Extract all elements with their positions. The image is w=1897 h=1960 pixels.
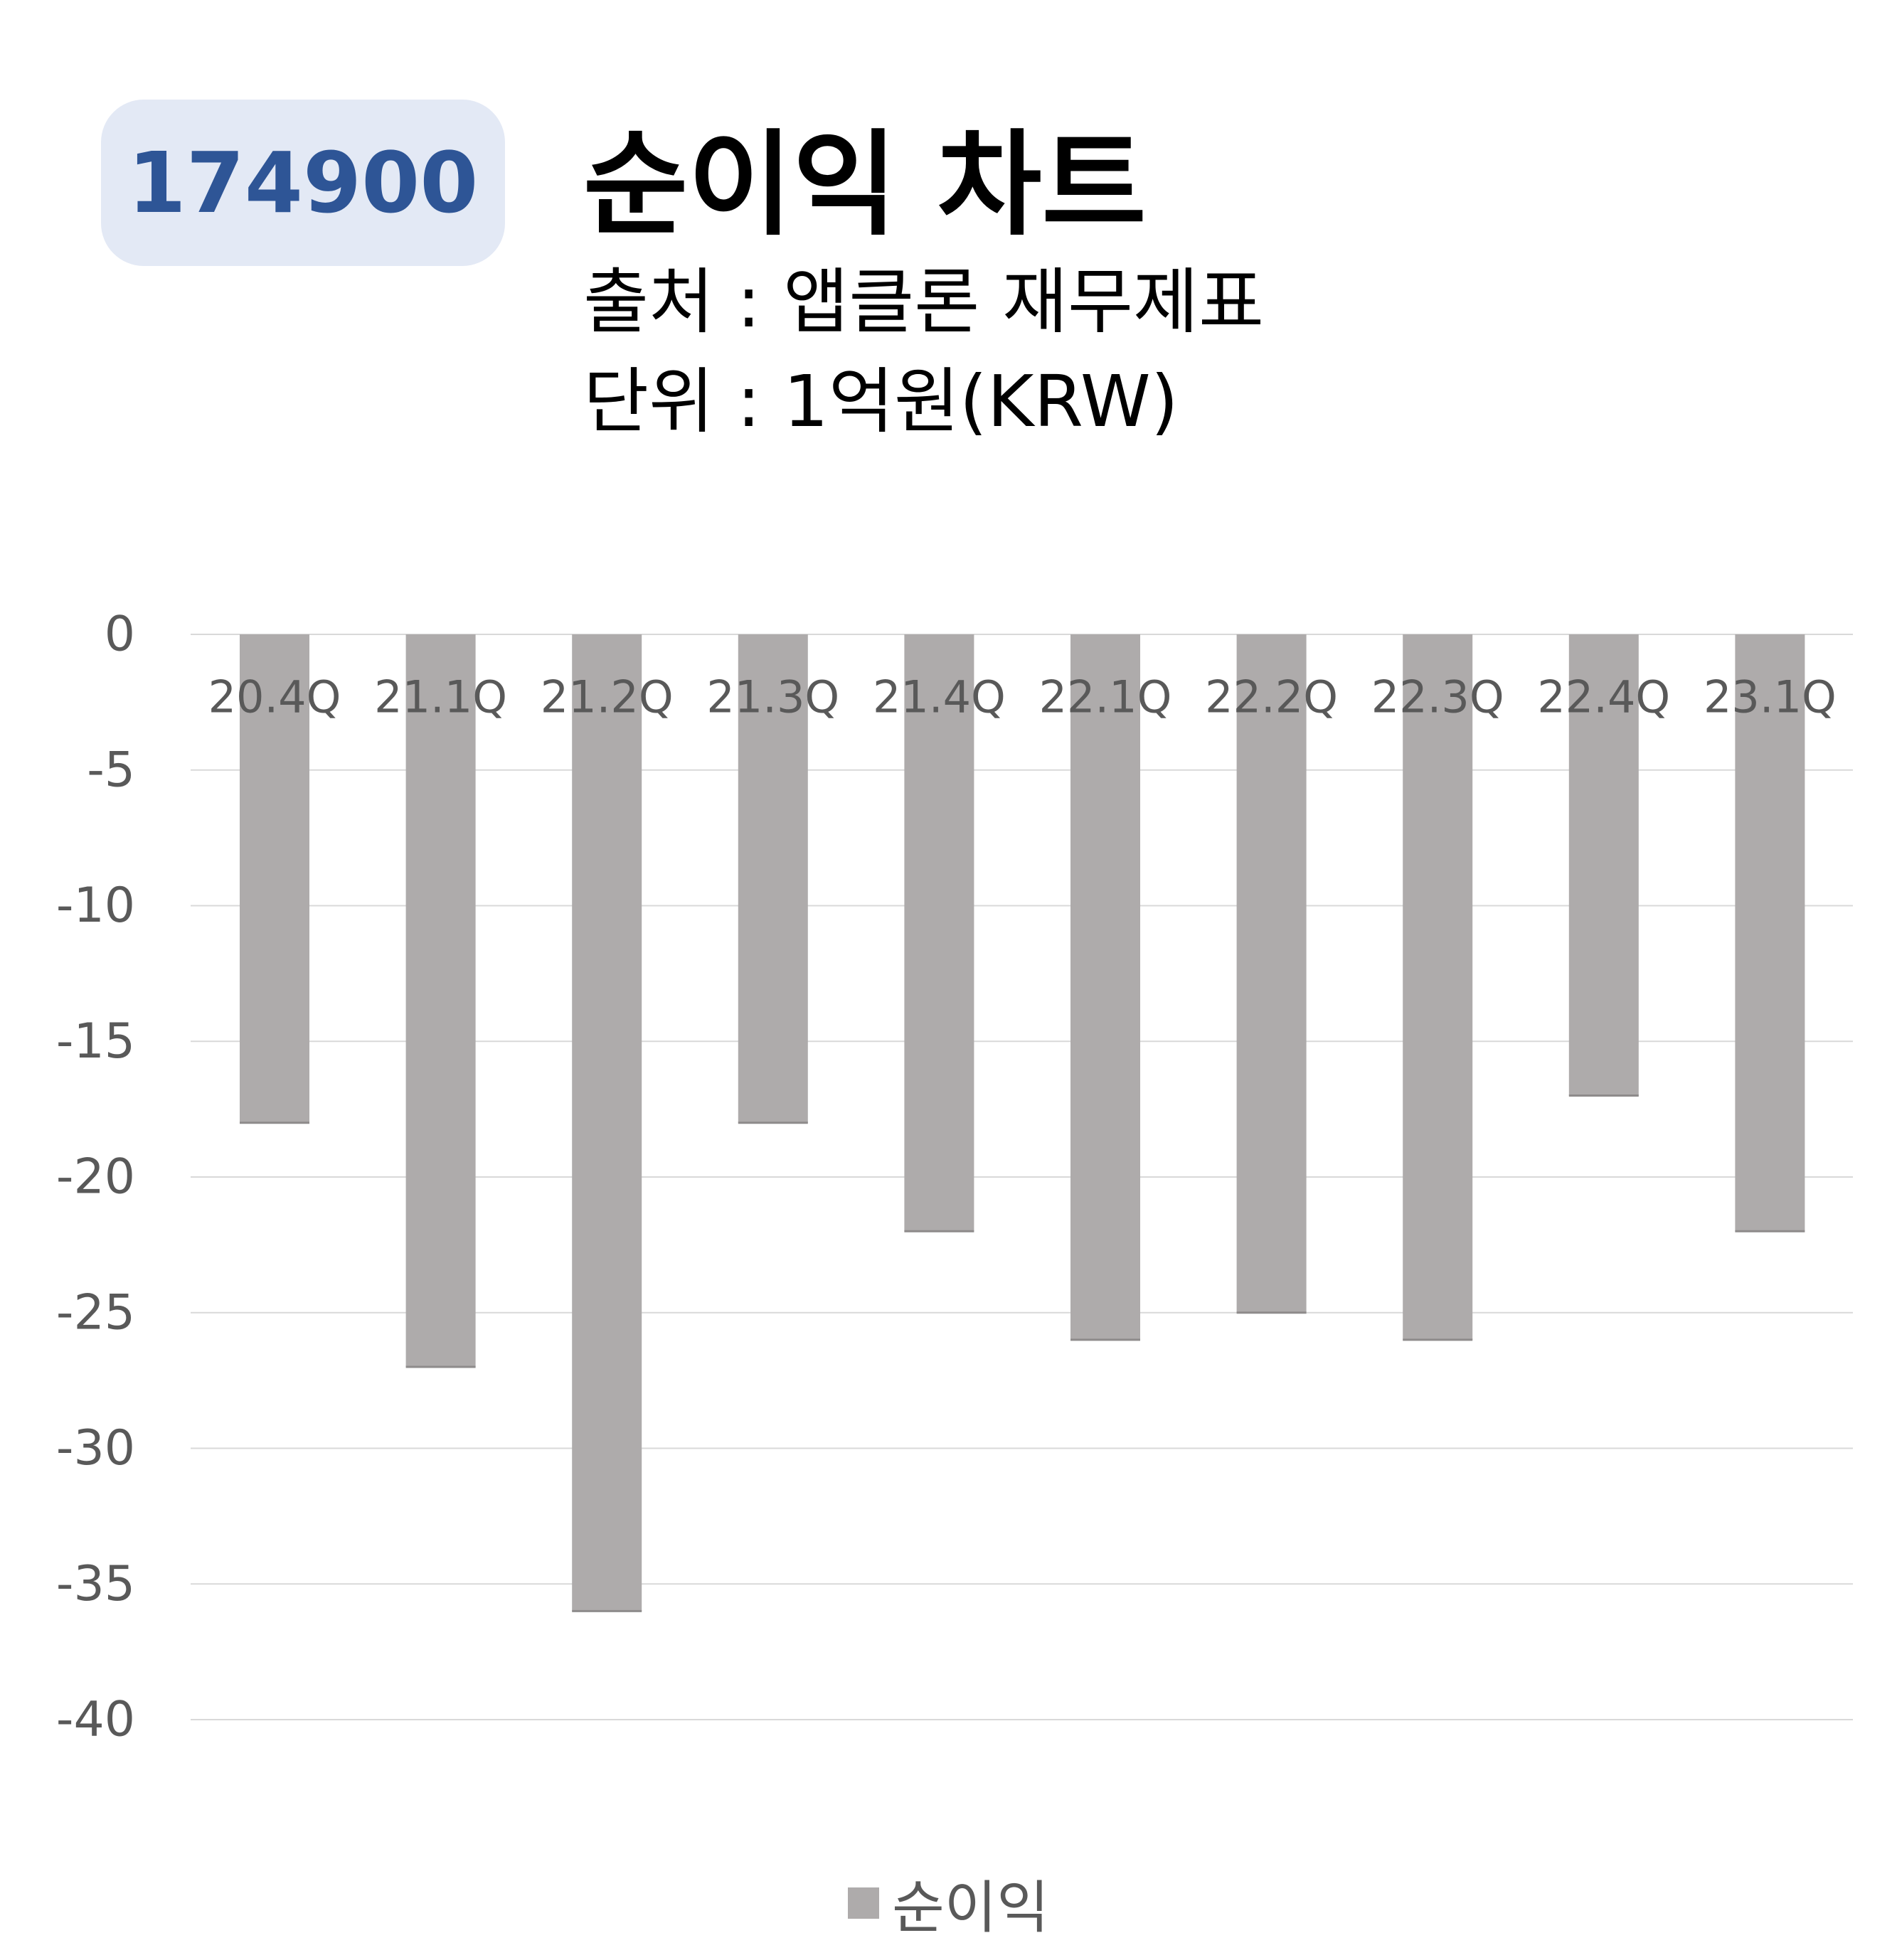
category-label: 22.2Q bbox=[1205, 671, 1338, 723]
stock-code: 174900 bbox=[127, 134, 479, 232]
bar bbox=[1236, 634, 1307, 1313]
category-label: 21.3Q bbox=[706, 671, 839, 723]
category-label: 22.4Q bbox=[1537, 671, 1670, 723]
bar bbox=[240, 634, 309, 1123]
legend-swatch bbox=[848, 1887, 880, 1919]
bar bbox=[1070, 634, 1140, 1340]
legend: 순이익 bbox=[0, 1862, 1897, 1944]
y-tick-layer: 0 -5 -10 -15 -20 -25 -30 -35 -40 bbox=[56, 607, 135, 1748]
category-label: 21.4Q bbox=[873, 671, 1006, 723]
bar bbox=[904, 634, 974, 1232]
y-tick-label: -10 bbox=[56, 878, 135, 934]
bar bbox=[738, 634, 808, 1123]
category-label: 22.3Q bbox=[1371, 671, 1504, 723]
chart-unit: 단위 : 1억원(KRW) bbox=[583, 360, 1179, 443]
y-tick-label: -15 bbox=[56, 1013, 135, 1070]
category-label-layer: 20.4Q 21.1Q 21.2Q 21.3Q 21.4Q 22.1Q 22.2Q 22.3Q… bbox=[208, 671, 1837, 723]
bar bbox=[1735, 634, 1805, 1232]
bar bbox=[1568, 634, 1639, 1096]
y-tick-label: 0 bbox=[105, 607, 135, 663]
bar bbox=[572, 634, 642, 1612]
category-label: 22.1Q bbox=[1039, 671, 1172, 723]
chart-title: 순이익 차트 bbox=[583, 118, 1147, 251]
category-label: 21.1Q bbox=[374, 671, 507, 723]
bar bbox=[405, 634, 476, 1368]
bar-layer bbox=[240, 634, 1805, 1612]
title-block: 순이익 차트 출처 : 앱클론 재무제표 단위 : 1억원(KRW) bbox=[583, 121, 1264, 448]
category-label: 23.1Q bbox=[1704, 671, 1837, 723]
stock-code-badge: 174900 bbox=[101, 100, 505, 266]
bar bbox=[1403, 634, 1473, 1340]
y-tick-label: -35 bbox=[56, 1556, 135, 1612]
y-tick-label: -5 bbox=[87, 742, 135, 798]
y-tick-label: -20 bbox=[56, 1149, 135, 1205]
category-label: 20.4Q bbox=[208, 671, 341, 723]
y-tick-label: -30 bbox=[56, 1420, 135, 1476]
y-tick-label: -40 bbox=[56, 1692, 135, 1748]
legend-label: 순이익 bbox=[892, 1875, 1049, 1941]
y-tick-label: -25 bbox=[56, 1284, 135, 1341]
chart-source: 출처 : 앱클론 재무제표 bbox=[583, 260, 1265, 343]
category-label: 21.2Q bbox=[541, 671, 674, 723]
